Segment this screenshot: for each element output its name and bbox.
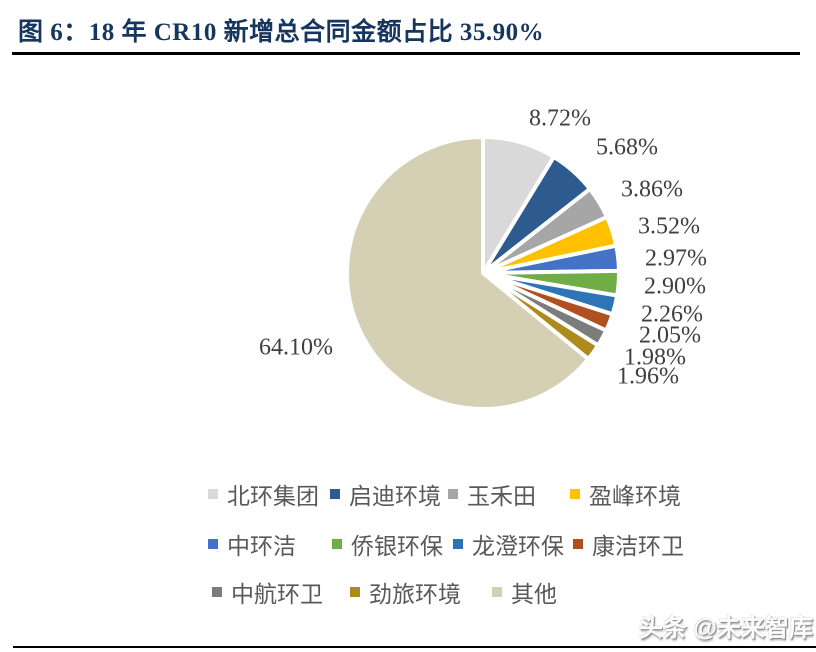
bottom-divider <box>13 646 816 648</box>
legend-swatch-5 <box>332 539 342 549</box>
legend-label-8: 中航环卫 <box>231 582 323 607</box>
legend-item-10: 其他 <box>492 575 557 609</box>
slice-value-label-5: 2.90% <box>644 273 706 300</box>
legend-swatch-6 <box>453 539 463 549</box>
legend-swatch-2 <box>448 489 458 499</box>
legend-item-9: 劲旅环境 <box>350 575 461 609</box>
watermark: 头条 @未来智库 <box>638 615 813 642</box>
legend-label-0: 北环集团 <box>227 484 319 509</box>
slice-value-label-3: 3.52% <box>638 213 700 240</box>
legend-swatch-1 <box>330 489 340 499</box>
slice-value-label-8: 1.98% <box>624 344 686 371</box>
slice-value-label-2: 3.86% <box>621 176 683 203</box>
legend-item-2: 玉禾田 <box>448 477 536 511</box>
legend-swatch-7 <box>573 539 583 549</box>
legend-label-5: 侨银环保 <box>351 534 443 559</box>
slice-value-label-4: 2.97% <box>645 245 707 272</box>
slice-value-label-9: 1.96% <box>617 363 679 390</box>
legend-label-9: 劲旅环境 <box>369 582 461 607</box>
figure-title: 图 6：18 年 CR10 新增总合同金额占比 35.90% <box>18 19 545 46</box>
legend-item-4: 中环洁 <box>208 527 296 561</box>
legend-label-1: 启迪环境 <box>349 484 441 509</box>
legend-item-1: 启迪环境 <box>330 477 441 511</box>
legend-label-6: 龙澄环保 <box>472 534 564 559</box>
legend-label-10: 其他 <box>511 582 557 607</box>
legend-item-6: 龙澄环保 <box>453 527 564 561</box>
legend-swatch-9 <box>350 587 360 597</box>
slice-value-label-6: 2.26% <box>641 301 703 328</box>
legend-swatch-0 <box>208 489 218 499</box>
pie-slice-10 <box>345 135 591 411</box>
legend-swatch-4 <box>208 539 218 549</box>
legend-label-7: 康洁环卫 <box>592 534 684 559</box>
slice-value-label-0: 8.72% <box>529 105 591 132</box>
legend-swatch-8 <box>212 587 222 597</box>
legend-item-3: 盈峰环境 <box>570 477 681 511</box>
slice-value-label-1: 5.68% <box>596 134 658 161</box>
legend-item-8: 中航环卫 <box>212 575 323 609</box>
legend-item-5: 侨银环保 <box>332 527 443 561</box>
legend-swatch-10 <box>492 587 502 597</box>
legend-label-3: 盈峰环境 <box>589 484 681 509</box>
legend-item-0: 北环集团 <box>208 477 319 511</box>
legend-swatch-3 <box>570 489 580 499</box>
slice-value-label-7: 2.05% <box>639 322 701 349</box>
legend-item-7: 康洁环卫 <box>573 527 684 561</box>
legend-label-4: 中环洁 <box>227 534 296 559</box>
slice-value-label-10: 64.10% <box>259 334 333 361</box>
title-divider <box>12 52 800 55</box>
legend-label-2: 玉禾田 <box>467 484 536 509</box>
